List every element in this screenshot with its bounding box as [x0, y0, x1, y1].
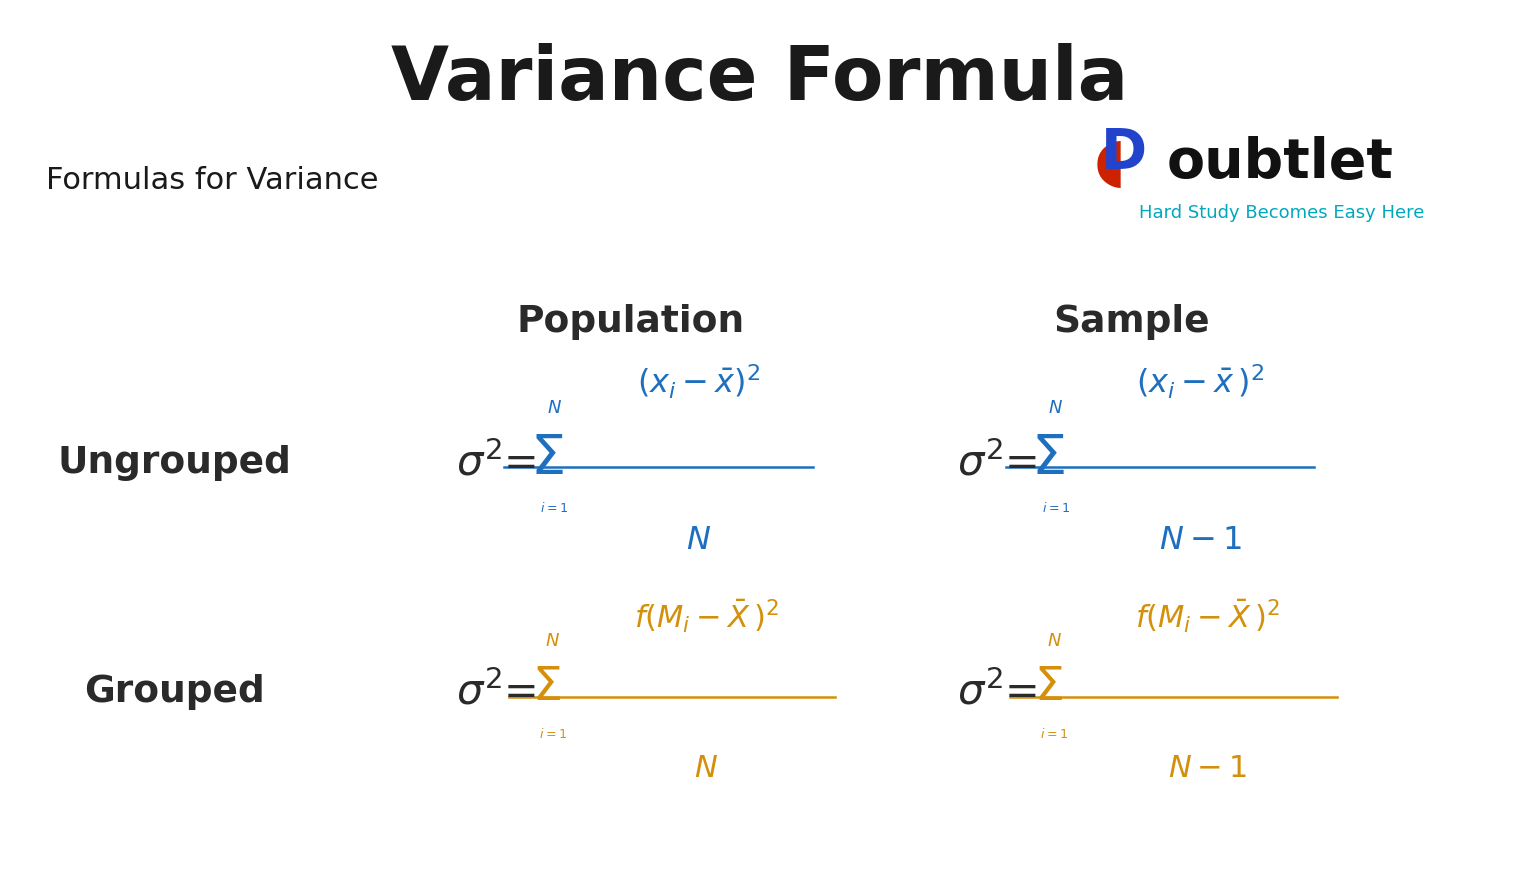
- Text: $N$: $N$: [1048, 400, 1063, 417]
- Text: Population: Population: [516, 304, 744, 340]
- Text: $N -1$: $N -1$: [1168, 754, 1247, 783]
- Text: $N$: $N$: [1047, 632, 1062, 650]
- Text: $_{i=1}$: $_{i=1}$: [1041, 723, 1068, 741]
- Text: Ungrouped: Ungrouped: [58, 445, 292, 481]
- Text: $\Sigma$: $\Sigma$: [1031, 431, 1065, 486]
- Text: $\Sigma$: $\Sigma$: [1033, 665, 1063, 711]
- Text: oubtlet: oubtlet: [1167, 136, 1393, 191]
- Text: $N -1$: $N -1$: [1159, 525, 1241, 556]
- Text: $N$: $N$: [694, 754, 718, 783]
- Text: Hard Study Becomes Easy Here: Hard Study Becomes Easy Here: [1139, 205, 1425, 222]
- Text: ◖: ◖: [1094, 134, 1126, 192]
- Text: Sample: Sample: [1053, 304, 1211, 340]
- Text: $(x_i - \bar{x})^2$: $(x_i - \bar{x})^2$: [636, 363, 761, 401]
- Text: $_{i=1}$: $_{i=1}$: [539, 723, 567, 741]
- Text: D: D: [1101, 125, 1147, 180]
- Text: $N$: $N$: [547, 400, 562, 417]
- Text: $(x_i - \bar{x}\,)^2$: $(x_i - \bar{x}\,)^2$: [1136, 363, 1264, 401]
- Text: $\sigma^2$=: $\sigma^2$=: [957, 671, 1037, 714]
- Text: $N$: $N$: [545, 632, 561, 650]
- Text: $\sigma^2$=: $\sigma^2$=: [456, 671, 536, 714]
- Text: $_{i=1}$: $_{i=1}$: [541, 497, 568, 514]
- Text: $\Sigma$: $\Sigma$: [530, 431, 564, 486]
- Text: $_{i=1}$: $_{i=1}$: [1042, 497, 1069, 514]
- Text: $\sigma^2$=: $\sigma^2$=: [957, 442, 1037, 484]
- Text: Formulas for Variance: Formulas for Variance: [46, 167, 378, 195]
- Text: Variance Formula: Variance Formula: [390, 43, 1129, 116]
- Text: $f(M_i - \bar{X}\,)^2$: $f(M_i - \bar{X}\,)^2$: [633, 598, 779, 635]
- Text: $\Sigma$: $\Sigma$: [532, 665, 562, 711]
- Text: $\sigma^2$=: $\sigma^2$=: [456, 442, 536, 484]
- Text: $N$: $N$: [687, 525, 711, 556]
- Text: $f(M_i - \bar{X}\,)^2$: $f(M_i - \bar{X}\,)^2$: [1135, 598, 1281, 635]
- Text: Grouped: Grouped: [85, 675, 264, 710]
